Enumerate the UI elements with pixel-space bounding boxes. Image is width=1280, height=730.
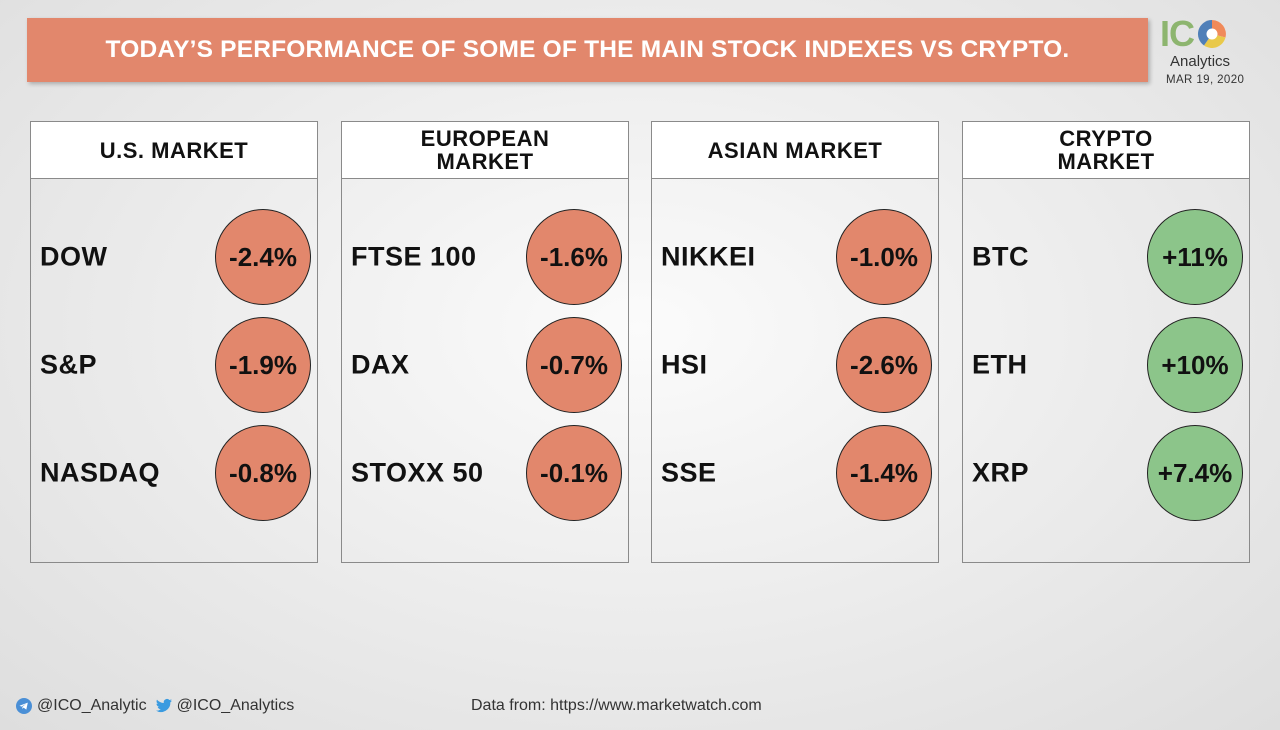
- change-badge: -2.6%: [836, 317, 932, 413]
- index-name: ETH: [972, 349, 1028, 380]
- index-name: FTSE 100: [351, 241, 477, 272]
- index-name: STOXX 50: [351, 457, 484, 488]
- change-badge: -1.4%: [836, 425, 932, 521]
- page-title: TODAY’S PERFORMANCE OF SOME OF THE MAIN …: [105, 36, 1070, 63]
- change-badge: -1.0%: [836, 209, 932, 305]
- change-badge: +11%: [1147, 209, 1243, 305]
- pie-logo-icon: [1197, 19, 1226, 48]
- index-row: NASDAQ -0.8%: [31, 425, 317, 521]
- twitter-handle: @ICO_Analytics: [176, 697, 295, 714]
- card-header: CRYPTO MARKET: [963, 122, 1249, 179]
- social-links: @ICO_Analytic @ICO_Analytics: [15, 695, 294, 717]
- change-badge: +7.4%: [1147, 425, 1243, 521]
- index-row: HSI -2.6%: [652, 317, 938, 413]
- index-row: BTC +11%: [963, 209, 1249, 305]
- index-row: DAX -0.7%: [342, 317, 628, 413]
- market-title: ASIAN MARKET: [707, 137, 883, 163]
- index-name: NIKKEI: [661, 241, 756, 272]
- title-banner: TODAY’S PERFORMANCE OF SOME OF THE MAIN …: [27, 18, 1148, 82]
- market-title: EUROPEAN MARKET: [420, 126, 550, 174]
- market-card: U.S. MARKET DOW -2.4% S&P -1.9% NASDAQ -0.8%: [30, 121, 318, 563]
- change-badge: -1.9%: [215, 317, 311, 413]
- market-card: EUROPEAN MARKET FTSE 100 -1.6% DAX -0.7% STOX…: [341, 121, 629, 563]
- source-text: Data from: https://www.marketwatch.com: [471, 697, 762, 714]
- index-name: DOW: [40, 241, 108, 272]
- card-header: EUROPEAN MARKET: [342, 122, 628, 179]
- market-title: CRYPTO MARKET: [1057, 126, 1155, 174]
- index-row: NIKKEI -1.0%: [652, 209, 938, 305]
- index-row: DOW -2.4%: [31, 209, 317, 305]
- report-date: MAR 19, 2020: [1166, 74, 1245, 86]
- index-name: NASDAQ: [40, 457, 161, 488]
- index-name: HSI: [661, 349, 708, 380]
- index-name: BTC: [972, 241, 1029, 272]
- card-header: U.S. MARKET: [31, 122, 317, 179]
- logo-mark: ICO: [1160, 13, 1195, 54]
- change-badge: -0.8%: [215, 425, 311, 521]
- change-badge: +10%: [1147, 317, 1243, 413]
- change-badge: -1.6%: [526, 209, 622, 305]
- change-badge: -0.7%: [526, 317, 622, 413]
- index-row: FTSE 100 -1.6%: [342, 209, 628, 305]
- index-row: XRP +7.4%: [963, 425, 1249, 521]
- index-row: STOXX 50 -0.1%: [342, 425, 628, 521]
- twitter-icon: [155, 698, 172, 713]
- market-card: ASIAN MARKET NIKKEI -1.0% HSI -2.6% SSE -1.4%: [651, 121, 939, 563]
- brand-logo: ICO Analytics MAR 19, 2020: [1160, 14, 1264, 94]
- change-badge: -2.4%: [215, 209, 311, 305]
- index-row: ETH +10%: [963, 317, 1249, 413]
- index-row: SSE -1.4%: [652, 425, 938, 521]
- index-name: S&P: [40, 349, 98, 380]
- change-badge: -0.1%: [526, 425, 622, 521]
- card-header: ASIAN MARKET: [652, 122, 938, 179]
- index-row: S&P -1.9%: [31, 317, 317, 413]
- data-source: Data from: https://www.marketwatch.com: [471, 695, 762, 717]
- telegram-icon: [16, 698, 32, 714]
- market-card: CRYPTO MARKET BTC +11% ETH +10% XRP +7.4%: [962, 121, 1250, 563]
- index-name: DAX: [351, 349, 410, 380]
- telegram-handle: @ICO_Analytic: [37, 697, 147, 714]
- market-title: U.S. MARKET: [99, 137, 249, 163]
- index-name: XRP: [972, 457, 1030, 488]
- index-name: SSE: [661, 457, 717, 488]
- logo-subtitle: Analytics: [1170, 53, 1231, 70]
